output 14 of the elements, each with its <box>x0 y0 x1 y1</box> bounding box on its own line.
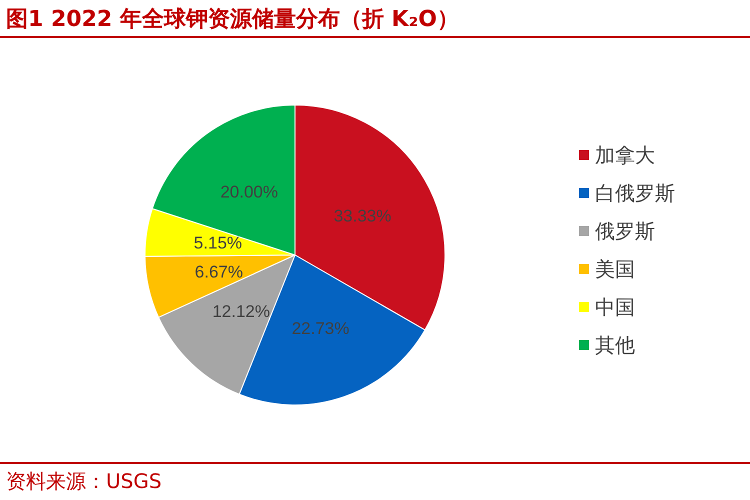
data-label: 6.67% <box>194 262 243 282</box>
legend-label: 加拿大 <box>595 143 655 167</box>
legend-label: 其他 <box>595 333 635 357</box>
legend-label: 中国 <box>595 295 635 319</box>
data-label: 20.00% <box>220 182 278 202</box>
chart-title: 图1 2022 年全球钾资源储量分布（折 K₂O） <box>6 6 459 34</box>
legend-label: 俄罗斯 <box>595 219 655 243</box>
data-label: 33.33% <box>334 206 392 226</box>
data-label: 12.12% <box>212 302 270 321</box>
legend-label: 美国 <box>595 257 635 281</box>
legend-label: 白俄罗斯 <box>595 181 675 205</box>
text: 资料来源：USGS <box>6 468 162 495</box>
data-label: 5.15% <box>194 234 242 253</box>
data-label: 22.73% <box>292 319 350 338</box>
